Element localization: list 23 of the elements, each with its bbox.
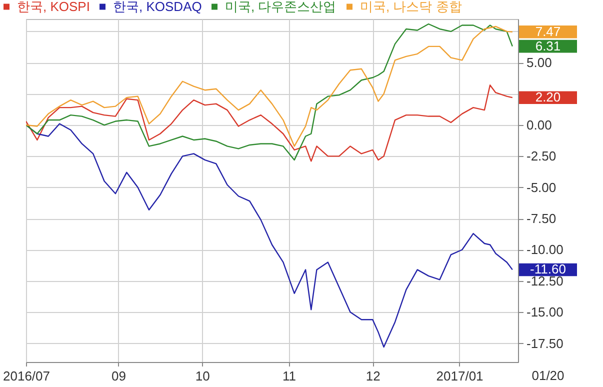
x-tick-label: 10 (195, 368, 210, 384)
y-tick-label: -10.00 (526, 242, 564, 258)
x-tick-label: 09 (112, 368, 126, 384)
legend-label: 한국, KOSDAQ (113, 0, 202, 14)
data-label: 7.47 (535, 24, 561, 39)
x-tick-label: 2016/07 (3, 368, 50, 384)
data-label: 2.20 (535, 90, 561, 105)
y-tick-label: -17.50 (526, 336, 564, 351)
y-tick-label: -5.00 (526, 180, 556, 195)
y-tick-label: 0.00 (526, 118, 552, 133)
x-tick-label: 2017/01 (436, 368, 484, 384)
line-series (26, 84, 514, 162)
x-tick-label: 12 (366, 368, 380, 384)
text: 01/20 (532, 368, 564, 383)
legend-label: 미국, 다우존스산업 (225, 0, 336, 14)
y-tick-label: -15.00 (526, 304, 564, 320)
y-tick-label: 5.00 (526, 55, 552, 70)
legend-label: 한국, KOSPI (17, 0, 90, 14)
y-tick-label: -7.50 (526, 211, 556, 226)
y-tick-label: -2.50 (526, 148, 556, 164)
x-tick-label: 11 (282, 368, 296, 384)
legend-label: 미국, 나스닥 종합 (360, 0, 462, 14)
data-label: 6.31 (535, 38, 561, 54)
